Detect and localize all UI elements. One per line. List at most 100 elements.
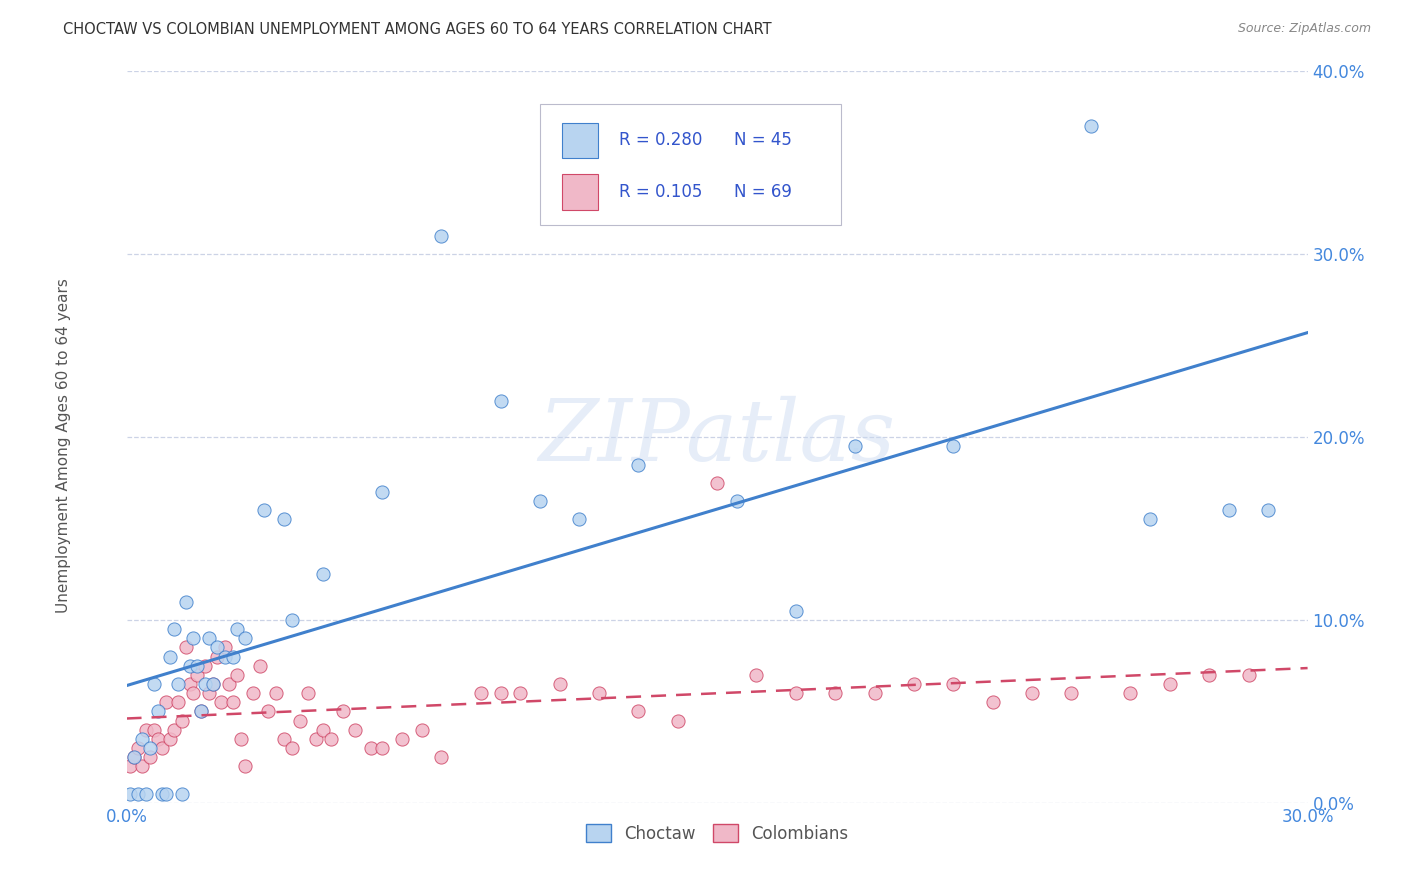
FancyBboxPatch shape [562,122,598,158]
Point [785,686,807,700]
Point [360,740,382,755]
Point [1159,677,1181,691]
Point [155,695,177,709]
Point [489,393,512,408]
Point [568,512,591,526]
Point [1139,512,1161,526]
Point [214,640,236,655]
Point [183,632,205,646]
Point [166,695,188,709]
Point [304,731,326,746]
Point [297,686,319,700]
Point [863,686,886,700]
Point [430,229,453,244]
Point [139,750,162,764]
Point [529,494,551,508]
Point [411,723,433,737]
Point [371,485,394,500]
Point [257,705,280,719]
Point [120,787,142,801]
Point [174,640,197,655]
Point [202,677,225,691]
Point [131,731,153,746]
FancyBboxPatch shape [540,104,841,225]
Point [159,731,181,746]
Point [903,677,925,691]
Point [194,658,217,673]
Point [745,667,768,681]
Point [198,632,221,646]
Point [120,759,142,773]
Point [1237,667,1260,681]
Point [146,705,169,719]
Point [391,731,413,746]
Point [706,475,728,490]
Point [824,686,846,700]
Point [430,750,453,764]
Point [218,677,240,691]
Point [205,649,228,664]
Point [146,731,169,746]
Text: N = 69: N = 69 [734,183,792,201]
Point [194,677,217,691]
Legend: Choctaw, Colombians: Choctaw, Colombians [579,818,855,849]
Point [170,787,193,801]
Point [1080,120,1102,134]
Point [281,740,304,755]
Point [627,458,650,472]
Point [1119,686,1142,700]
Point [288,714,311,728]
Point [312,567,335,582]
Text: ZIPatlas: ZIPatlas [538,396,896,478]
Point [222,649,245,664]
FancyBboxPatch shape [562,175,598,210]
Point [166,677,188,691]
Point [225,622,247,636]
Point [186,667,208,681]
Point [143,677,166,691]
Point [588,686,610,700]
Point [214,649,236,664]
Point [548,677,571,691]
Point [233,759,256,773]
Point [229,731,252,746]
Point [135,723,157,737]
Point [174,594,197,608]
Point [249,658,271,673]
Point [143,723,166,737]
Point [312,723,335,737]
Point [1198,667,1220,681]
Point [127,740,149,755]
Text: N = 45: N = 45 [734,131,792,149]
Point [135,787,157,801]
Point [170,714,193,728]
Point [222,695,245,709]
Point [332,705,354,719]
Point [273,731,295,746]
Text: Unemployment Among Ages 60 to 64 years: Unemployment Among Ages 60 to 64 years [56,278,70,614]
Point [190,705,212,719]
Text: R = 0.105: R = 0.105 [619,183,703,201]
Point [1060,686,1083,700]
Point [163,622,186,636]
Point [509,686,531,700]
Point [225,667,247,681]
Point [371,740,394,755]
Point [343,723,366,737]
Point [273,512,295,526]
Point [233,632,256,646]
Point [942,439,965,453]
Point [1021,686,1043,700]
Point [489,686,512,700]
Point [155,787,177,801]
Point [470,686,492,700]
Point [844,439,866,453]
Point [198,686,221,700]
Point [942,677,965,691]
Point [1218,503,1240,517]
Point [264,686,287,700]
Point [205,640,228,655]
Point [159,649,181,664]
Point [124,750,146,764]
Point [725,494,748,508]
